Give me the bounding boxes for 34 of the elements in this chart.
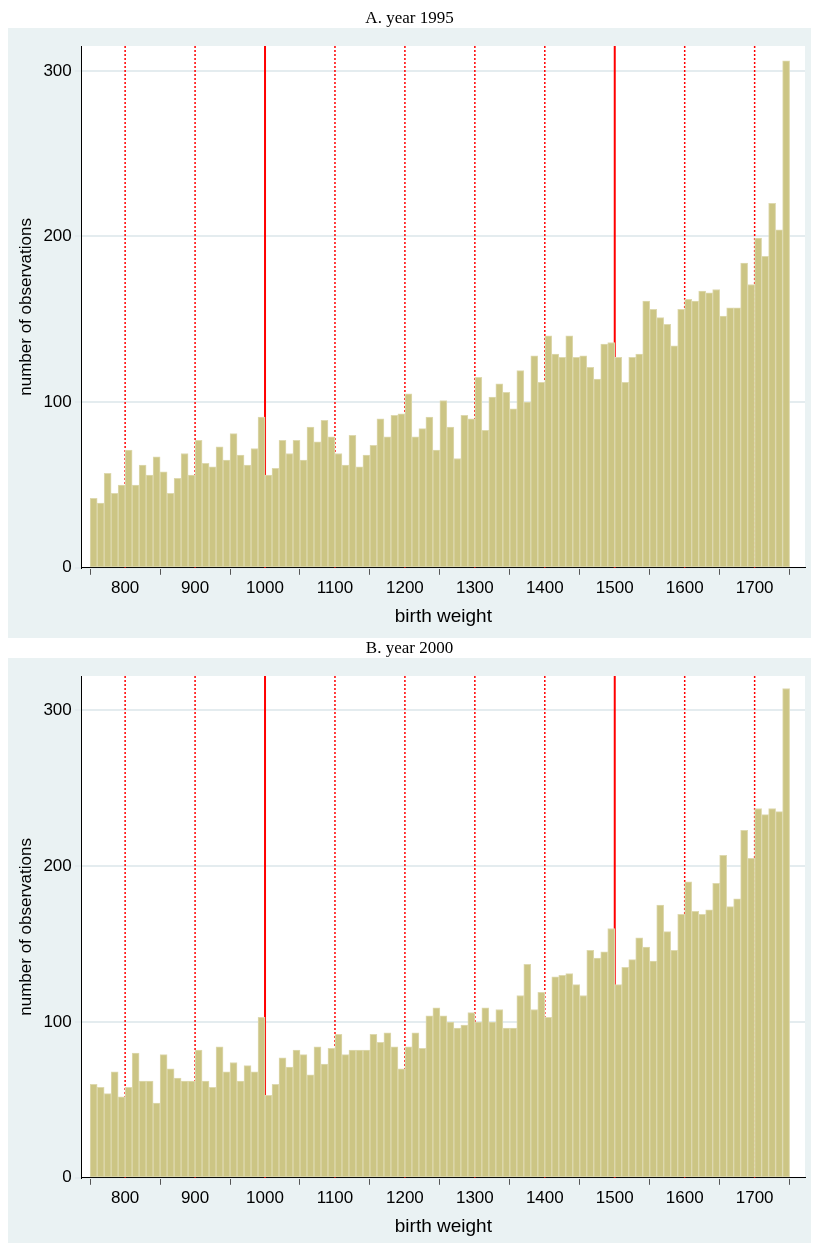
x-tick-label: 1600	[665, 577, 704, 597]
y-axis-title: number of observations	[15, 218, 35, 396]
x-tick-label: 1200	[386, 577, 424, 597]
y-tick-label: 0	[62, 557, 72, 577]
x-tick-label: 1000	[246, 1187, 284, 1207]
x-tick-label: 1500	[595, 577, 634, 597]
x-tick-label: 1500	[595, 1187, 634, 1207]
x-tick-label: 900	[180, 577, 210, 597]
x-tick-label: 1300	[455, 577, 494, 597]
x-tick-label: 1400	[525, 577, 564, 597]
x-tick-label: 900	[180, 1187, 210, 1207]
x-tick-label: 1100	[316, 577, 354, 597]
y-tick-label: 300	[43, 60, 72, 80]
y-tick-label: 200	[43, 855, 72, 875]
y-tick-label: 100	[43, 391, 72, 411]
y-axis-title: number of observations	[15, 838, 35, 1016]
x-tick-label: 1200	[386, 1187, 424, 1207]
x-tick-label: 1000	[246, 577, 284, 597]
chart-title: A. year 1995	[8, 8, 811, 28]
x-tick-label: 1700	[735, 577, 774, 597]
y-tick-label: 200	[43, 226, 72, 246]
x-axis-title: birth weight	[394, 1214, 493, 1236]
x-tick-label: 1700	[735, 1187, 774, 1207]
x-tick-label: 1100	[316, 1187, 354, 1207]
y-tick-label: 300	[43, 699, 72, 719]
x-tick-label: 1600	[665, 1187, 704, 1207]
x-tick-label: 800	[110, 577, 140, 597]
x-tick-label: 1300	[455, 1187, 494, 1207]
chart-title: B. year 2000	[8, 638, 811, 658]
y-tick-label: 0	[62, 1167, 72, 1187]
y-tick-label: 100	[43, 1011, 72, 1031]
x-tick-label: 800	[110, 1187, 140, 1207]
x-axis-title: birth weight	[394, 604, 493, 626]
x-tick-label: 1400	[525, 1187, 564, 1207]
